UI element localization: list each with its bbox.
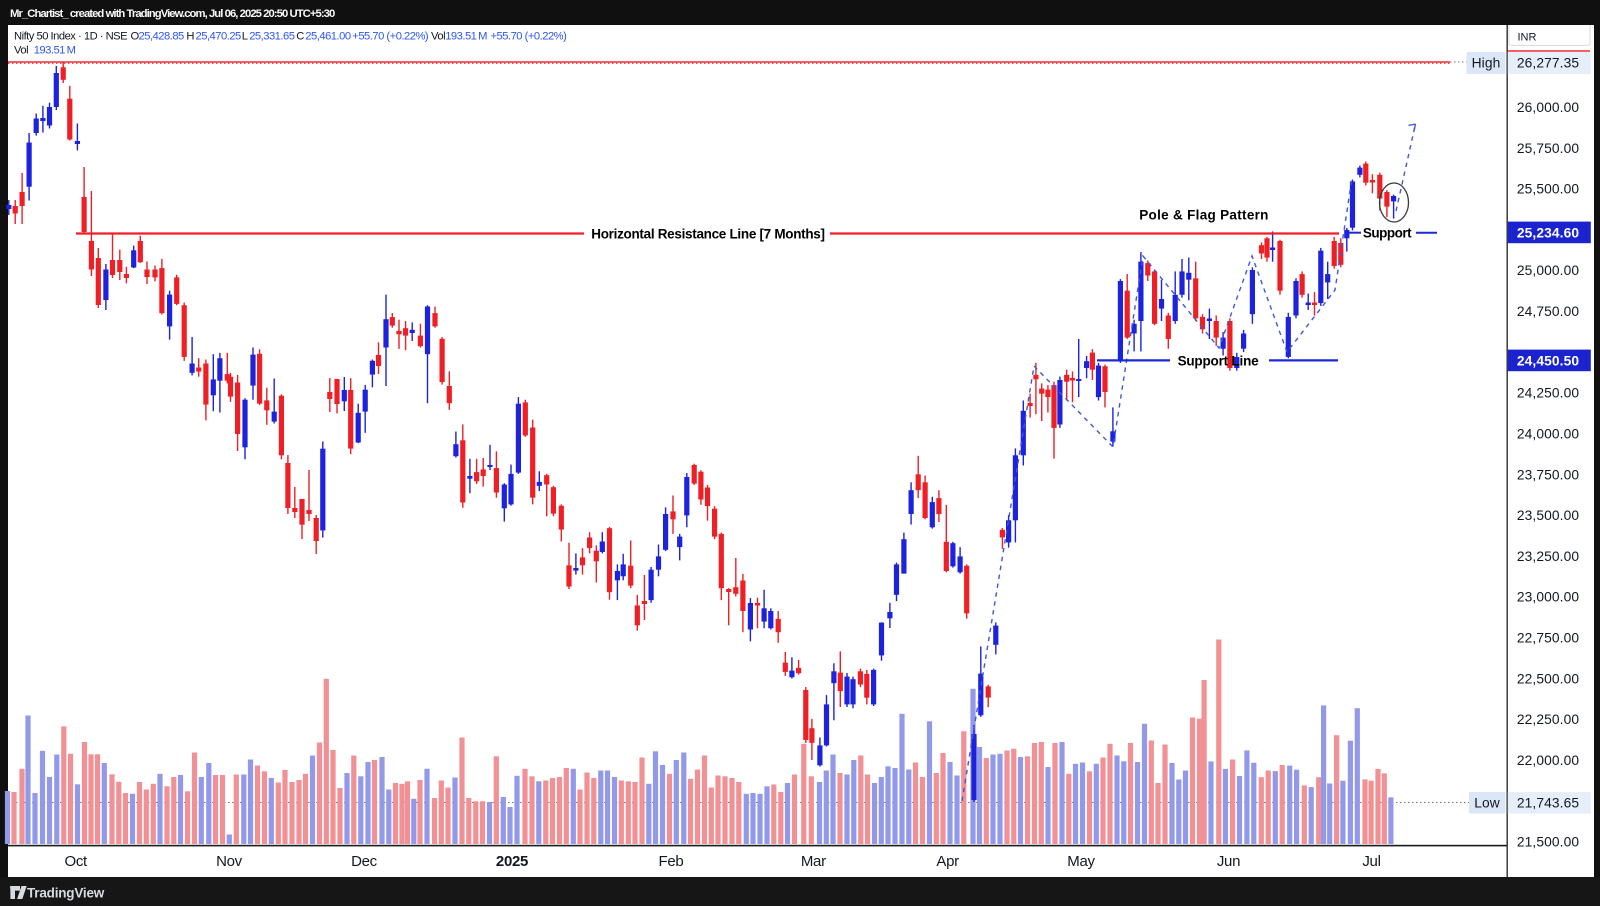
svg-text:Apr: Apr [936, 853, 959, 870]
svg-text:Mr_Chartist_ created with Trad: Mr_Chartist_ created with TradingView.co… [10, 8, 335, 20]
svg-text:Dec: Dec [351, 853, 378, 870]
svg-text:Support: Support [1363, 226, 1412, 241]
svg-text:25,000.00: 25,000.00 [1517, 263, 1580, 278]
svg-text:O: O [131, 30, 140, 42]
svg-text:23,750.00: 23,750.00 [1517, 467, 1580, 482]
svg-text:25,428.85: 25,428.85 [139, 30, 185, 42]
svg-text:24,450.50: 24,450.50 [1517, 353, 1580, 368]
svg-text:23,250.00: 23,250.00 [1517, 549, 1580, 564]
svg-text:Oct: Oct [64, 853, 88, 870]
svg-text:+55.70 (+0.22%): +55.70 (+0.22%) [491, 30, 568, 42]
svg-text:24,750.00: 24,750.00 [1517, 304, 1580, 319]
svg-text:Horizontal Resistance Line [7: Horizontal Resistance Line [7 Months] [591, 227, 824, 242]
svg-text:26,000.00: 26,000.00 [1517, 100, 1580, 115]
svg-text:193.51 M: 193.51 M [34, 44, 76, 56]
svg-text:25,331.65: 25,331.65 [249, 30, 295, 42]
svg-text:Nov: Nov [216, 853, 243, 870]
svg-text:26,277.35: 26,277.35 [1517, 56, 1580, 71]
svg-text:22,500.00: 22,500.00 [1517, 671, 1580, 686]
svg-text:High: High [1472, 56, 1501, 71]
svg-text:TradingView: TradingView [27, 886, 105, 901]
svg-text:25,461.00: 25,461.00 [305, 30, 351, 42]
svg-text:C: C [296, 30, 304, 42]
svg-text:23,000.00: 23,000.00 [1517, 590, 1580, 605]
svg-text:22,250.00: 22,250.00 [1517, 712, 1580, 727]
svg-text:Vol: Vol [14, 44, 28, 56]
svg-text:Low: Low [1474, 796, 1500, 811]
svg-text:May: May [1067, 853, 1095, 870]
svg-text:+55.70 (+0.22%): +55.70 (+0.22%) [352, 30, 429, 42]
svg-text:23,500.00: 23,500.00 [1517, 508, 1580, 523]
svg-text:25,470.25: 25,470.25 [196, 30, 242, 42]
svg-text:193.51 M: 193.51 M [445, 30, 487, 42]
svg-text:25,750.00: 25,750.00 [1517, 141, 1580, 156]
svg-text:Jul: Jul [1362, 853, 1380, 870]
svg-text:Support Line: Support Line [1178, 353, 1260, 368]
svg-text:L: L [242, 30, 248, 42]
svg-text:24,000.00: 24,000.00 [1517, 427, 1580, 442]
svg-text:25,500.00: 25,500.00 [1517, 182, 1580, 197]
svg-text:2025: 2025 [496, 853, 528, 870]
svg-text:Pole & Flag Pattern: Pole & Flag Pattern [1139, 208, 1268, 223]
svg-text:24,250.00: 24,250.00 [1517, 386, 1580, 401]
svg-text:Vol: Vol [431, 30, 445, 42]
svg-text:22,750.00: 22,750.00 [1517, 631, 1580, 646]
svg-text:22,000.00: 22,000.00 [1517, 753, 1580, 768]
svg-text:Mar: Mar [801, 853, 826, 870]
svg-text:Nifty 50 Index · 1D · NSE: Nifty 50 Index · 1D · NSE [14, 30, 127, 42]
svg-text:21,743.65: 21,743.65 [1517, 796, 1580, 811]
svg-text:21,500.00: 21,500.00 [1517, 835, 1580, 850]
svg-text:Feb: Feb [659, 853, 684, 870]
svg-text:INR: INR [1518, 32, 1537, 44]
svg-text:H: H [186, 30, 194, 42]
svg-text:25,234.60: 25,234.60 [1517, 225, 1580, 240]
svg-text:Jun: Jun [1217, 853, 1240, 870]
